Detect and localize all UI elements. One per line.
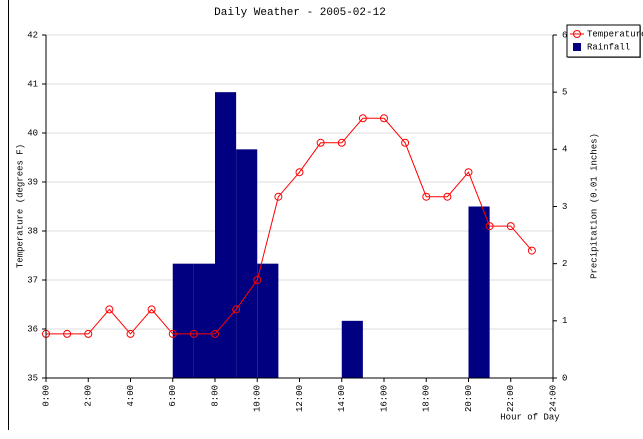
temperature-point [506, 222, 515, 231]
y2-tick-label: 0 [562, 373, 567, 383]
temperature-point [527, 246, 536, 255]
temperature-point [485, 222, 494, 231]
rain-bar [257, 263, 279, 378]
y-tick-label: 42 [27, 30, 38, 40]
legend-marker [573, 43, 581, 51]
y-tick-label: 39 [27, 177, 38, 187]
y2-tick-label: 6 [562, 30, 567, 40]
temperature-point [232, 305, 241, 314]
temperature-point [401, 138, 410, 147]
y-tick-label: 40 [27, 128, 38, 138]
temperature-point [253, 276, 262, 284]
x-tick-label: 20:00 [464, 385, 474, 412]
y-tick-label: 37 [27, 275, 38, 285]
x-tick-label: 12:00 [295, 385, 305, 412]
temperature-point [358, 114, 367, 123]
x-tick-label: 10:00 [253, 385, 263, 412]
rain-bar [468, 206, 490, 378]
temperature-point [274, 192, 283, 201]
x-axis-label: Hour of Day [500, 412, 560, 422]
temperature-point [168, 329, 177, 338]
y-tick-label: 35 [27, 373, 38, 383]
temperature-point [63, 329, 72, 338]
rain-bar [215, 92, 237, 379]
temperature-line [46, 117, 533, 335]
legend-label: Temperature [587, 29, 643, 39]
temperature-point [443, 192, 452, 201]
y2-tick-label: 3 [562, 202, 567, 212]
temperature-point [105, 305, 114, 314]
x-tick-label: 16:00 [379, 385, 389, 412]
temperature-point [126, 329, 135, 338]
y-tick-label: 36 [27, 324, 38, 334]
temperature-point [464, 168, 473, 177]
y2-tick-label: 5 [562, 88, 567, 98]
y-axis-label: Temperature (degrees F) [15, 144, 25, 268]
x-tick-label: 0:00 [41, 385, 51, 407]
x-tick-label: 18:00 [422, 385, 432, 412]
x-tick-label: 6:00 [168, 385, 178, 407]
x-tick-label: 14:00 [337, 385, 347, 412]
y-tick-label: 38 [27, 226, 38, 236]
legend-label: Rainfall [587, 42, 630, 52]
temperature-point [211, 329, 219, 338]
temperature-point [147, 305, 156, 314]
y-tick-label: 41 [27, 79, 38, 89]
temperature-point [189, 329, 198, 338]
chart-title: Daily Weather - 2005-02-12 [214, 7, 386, 19]
temperature-point [380, 114, 388, 123]
y2-tick-label: 1 [562, 316, 567, 326]
temperature-point [295, 168, 304, 177]
x-tick-label: 22:00 [506, 385, 516, 412]
rain-bar [172, 263, 194, 378]
x-tick-label: 2:00 [84, 385, 94, 407]
legend-box [566, 24, 641, 58]
y2-axis-label: Precipitation (0.01 inches) [589, 133, 599, 279]
temperature-point [422, 192, 431, 201]
temperature-point [316, 138, 325, 147]
x-tick-label: 4:00 [126, 385, 136, 407]
legend-marker [573, 30, 581, 38]
rain-bar [193, 263, 215, 378]
temperature-point [337, 138, 346, 147]
y2-tick-label: 2 [562, 259, 567, 269]
rain-bar [341, 320, 363, 378]
rain-bar [236, 149, 258, 378]
y2-tick-label: 4 [562, 145, 567, 155]
x-tick-label: 24:00 [548, 385, 558, 412]
temperature-point [84, 329, 93, 338]
x-tick-label: 8:00 [210, 385, 220, 407]
